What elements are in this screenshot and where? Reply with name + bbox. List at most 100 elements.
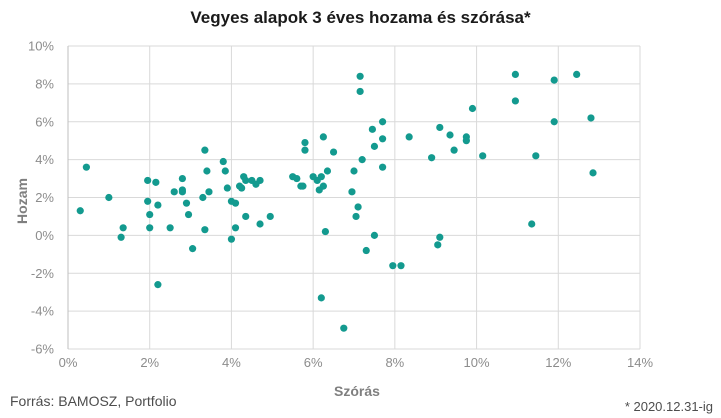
data-point [450, 146, 458, 154]
data-point [189, 245, 197, 253]
data-point [511, 70, 519, 79]
data-point [184, 210, 193, 219]
x-tick-label: 8% [385, 355, 404, 370]
data-point [178, 188, 186, 196]
data-point [144, 197, 152, 205]
x-tick-label: 6% [304, 355, 323, 370]
y-tick-label: 4% [35, 152, 54, 167]
data-point [256, 176, 264, 185]
x-tick-label: 12% [545, 355, 571, 370]
data-point [348, 188, 356, 196]
data-point [299, 182, 307, 190]
data-point [397, 262, 405, 270]
data-point [82, 163, 90, 171]
data-point [146, 210, 154, 219]
data-point [317, 294, 325, 302]
data-point [221, 167, 229, 175]
data-point [462, 137, 470, 145]
y-tick-label: -2% [31, 266, 55, 281]
data-point [317, 173, 325, 181]
data-point [379, 163, 387, 171]
data-point [446, 131, 454, 139]
data-point [178, 174, 186, 183]
x-axis-label: Szórás [334, 383, 380, 399]
data-point [182, 199, 191, 207]
data-point [205, 188, 213, 196]
data-point [319, 133, 327, 141]
x-tick-label: 10% [464, 355, 490, 370]
data-point [436, 233, 444, 241]
data-point [238, 184, 246, 192]
y-tick-label: 2% [35, 190, 54, 205]
source-note: Forrás: BAMOSZ, Portfolio [10, 393, 177, 409]
data-point [219, 157, 227, 166]
data-point [405, 133, 413, 141]
data-point [350, 167, 358, 175]
y-tick-label: 8% [35, 76, 54, 91]
data-point [76, 207, 84, 215]
data-point [166, 224, 174, 232]
data-point [468, 104, 477, 113]
data-point [368, 125, 376, 133]
data-point [550, 76, 558, 84]
y-axis-label: Hozam [14, 178, 30, 224]
data-point [256, 220, 264, 228]
data-point [301, 146, 309, 154]
data-point [358, 156, 366, 164]
data-point [436, 123, 444, 132]
data-point [242, 212, 250, 221]
data-point [223, 184, 231, 192]
data-point [329, 148, 338, 156]
data-point [293, 174, 301, 183]
data-point [428, 154, 436, 162]
data-point [144, 176, 152, 185]
data-point [479, 152, 487, 160]
y-tick-label: -6% [31, 342, 55, 357]
data-point [370, 142, 379, 150]
tick-labels: 0% 2% 4% 6% 8% 10% 12% 14% -6% -4% -2% 0% 2% 4% 6% 8% 10… [28, 39, 653, 371]
x-tick-label: 2% [140, 355, 159, 370]
data-point [379, 118, 387, 126]
data-point [352, 212, 360, 221]
y-tick-label: 6% [35, 114, 54, 129]
data-point [154, 201, 162, 209]
y-tick-label: 0% [35, 228, 54, 243]
data-point [528, 220, 536, 228]
data-point [362, 246, 370, 255]
data-point [242, 176, 250, 185]
data-point [511, 97, 519, 105]
data-point [301, 138, 309, 147]
data-point [379, 135, 387, 143]
data-point [231, 199, 240, 207]
data-point [573, 70, 581, 79]
data-point [370, 231, 379, 239]
data-point [532, 152, 540, 160]
data-point [434, 241, 442, 249]
data-point [354, 203, 362, 211]
data-point [231, 224, 240, 232]
data-point [154, 281, 162, 289]
data-point [152, 178, 160, 186]
data-point [199, 193, 207, 202]
data-point [319, 182, 327, 190]
x-tick-label: 0% [59, 355, 78, 370]
data-point [227, 235, 236, 243]
data-point [117, 233, 125, 241]
data-point [356, 87, 364, 96]
data-point [203, 167, 211, 175]
data-point [170, 188, 178, 196]
data-points [76, 70, 597, 332]
data-point [266, 212, 274, 221]
x-tick-label: 4% [222, 355, 241, 370]
data-point [589, 169, 597, 177]
grid-lines [68, 45, 641, 350]
data-point [587, 114, 595, 122]
footnote: * 2020.12.31-ig [624, 399, 713, 414]
data-point [321, 227, 329, 236]
data-point [105, 193, 113, 202]
data-point [323, 167, 332, 175]
data-point [201, 226, 209, 234]
data-point [389, 262, 397, 270]
data-point [201, 146, 209, 154]
